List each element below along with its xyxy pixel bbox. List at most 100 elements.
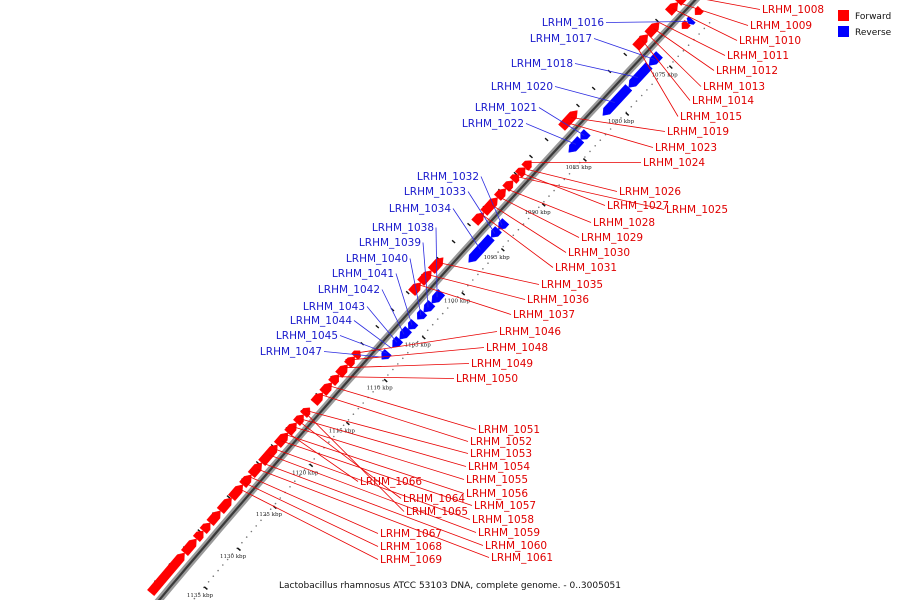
leader-line [323,351,384,358]
tick-label: 1130 kbp [220,554,247,560]
gene-label: LRHM_1065 [406,506,468,518]
forward-gene [319,382,333,396]
leader-line [353,320,392,349]
gene-label: LRHM_1042 [318,284,380,296]
genome-axis [154,0,701,600]
leader-line [339,335,388,354]
track-dot [250,530,253,533]
track-dot [472,279,474,281]
gene-label: LRHM_1038 [372,222,434,234]
track-dot [462,290,464,293]
track-dot [431,323,434,326]
leader-line [435,227,438,298]
map-caption: Lactobacillus rhamnosus ATCC 53103 DNA, … [279,581,621,591]
gene-label: LRHM_1018 [511,58,573,70]
leader-line [467,191,496,234]
leader-line [381,289,405,335]
track-dot [407,351,409,354]
leader-line [524,168,618,192]
track-dot [599,139,602,141]
forward-gene [664,2,679,16]
track-dot [198,592,200,594]
track-dot [538,206,540,209]
gene-label: LRHM_1033 [404,186,466,198]
track-dot [274,502,277,505]
gene-label: LRHM_1025 [666,204,728,216]
reverse-gene [381,349,392,360]
track-dash [623,52,628,57]
gene-label: LRHM_1030 [568,247,630,259]
leader-line [298,420,402,499]
leader-line [653,28,715,71]
reverse-gene [399,326,413,340]
gene-label: LRHM_1019 [667,126,729,138]
reverse-gene [580,129,591,140]
gene-label: LRHM_1069 [380,554,442,566]
forward-gene [514,167,526,178]
track-dot [548,195,550,197]
track-dot [656,77,659,80]
legend-reverse-swatch [838,26,849,37]
leader-line [249,476,379,534]
tick-label: 1080 kbp [608,119,635,125]
track-dot [609,128,612,130]
tick-label: 1135 kbp [187,593,214,599]
leader-line [481,214,554,268]
leader-line [647,34,702,87]
forward-gene [493,188,507,201]
reverse-gene [648,51,663,66]
track-dot [589,150,591,153]
track-dot [222,564,224,566]
track-dash [405,290,410,295]
track-dot [482,268,484,270]
track-dash [544,137,549,142]
axis-line [157,0,697,600]
forward-gene [674,0,687,6]
track-dot [661,72,664,74]
track-dot [279,497,282,499]
gene-label: LRHM_1037 [513,309,575,321]
tick-label: 1090 kbp [524,210,551,216]
track-dot [451,301,454,304]
tick-mark [203,586,208,590]
track-dot [477,273,479,276]
track-dot [289,486,291,488]
track-dash [375,324,380,329]
track-dot [651,83,653,86]
leader-line [641,40,691,101]
track-dot [342,424,345,427]
tick-labels: 1075 kbp 1080 kbp 1085 kbp 1090 kbp 1095 kbp… [187,65,678,599]
gene-label: LRHM_1023 [655,142,717,154]
track-dot [487,262,489,265]
leader-line [239,488,379,560]
track-dot [553,189,555,192]
gene-label: LRHM_1013 [703,81,765,93]
track-dash [451,239,456,244]
track-dot [441,312,444,315]
tick-mark [383,378,388,383]
tick-mark [582,158,587,162]
reverse-gene [468,234,495,263]
gene-label: LRHM_1054 [468,461,530,473]
gene-label: LRHM_1017 [530,33,592,45]
leader-line [328,385,477,430]
gene-label: LRHM_1015 [680,111,742,123]
leader-line [525,123,577,145]
gene-label: LRHM_1008 [762,4,824,16]
track-dot [620,117,622,119]
gene-label: LRHM_1034 [389,203,451,215]
leader-line [605,21,691,23]
leader-line [636,46,679,117]
gene-label: LRHM_1064 [403,493,465,505]
track-dot [193,597,196,600]
track-dot [298,474,301,477]
track-dot [377,385,379,388]
forward-gene [521,160,532,171]
track-dot [522,223,525,225]
track-dot [337,430,340,432]
leader-line [256,468,490,558]
forward-gene [681,19,691,30]
track-dot [372,391,374,393]
legend-forward-label: Forward [855,12,891,22]
